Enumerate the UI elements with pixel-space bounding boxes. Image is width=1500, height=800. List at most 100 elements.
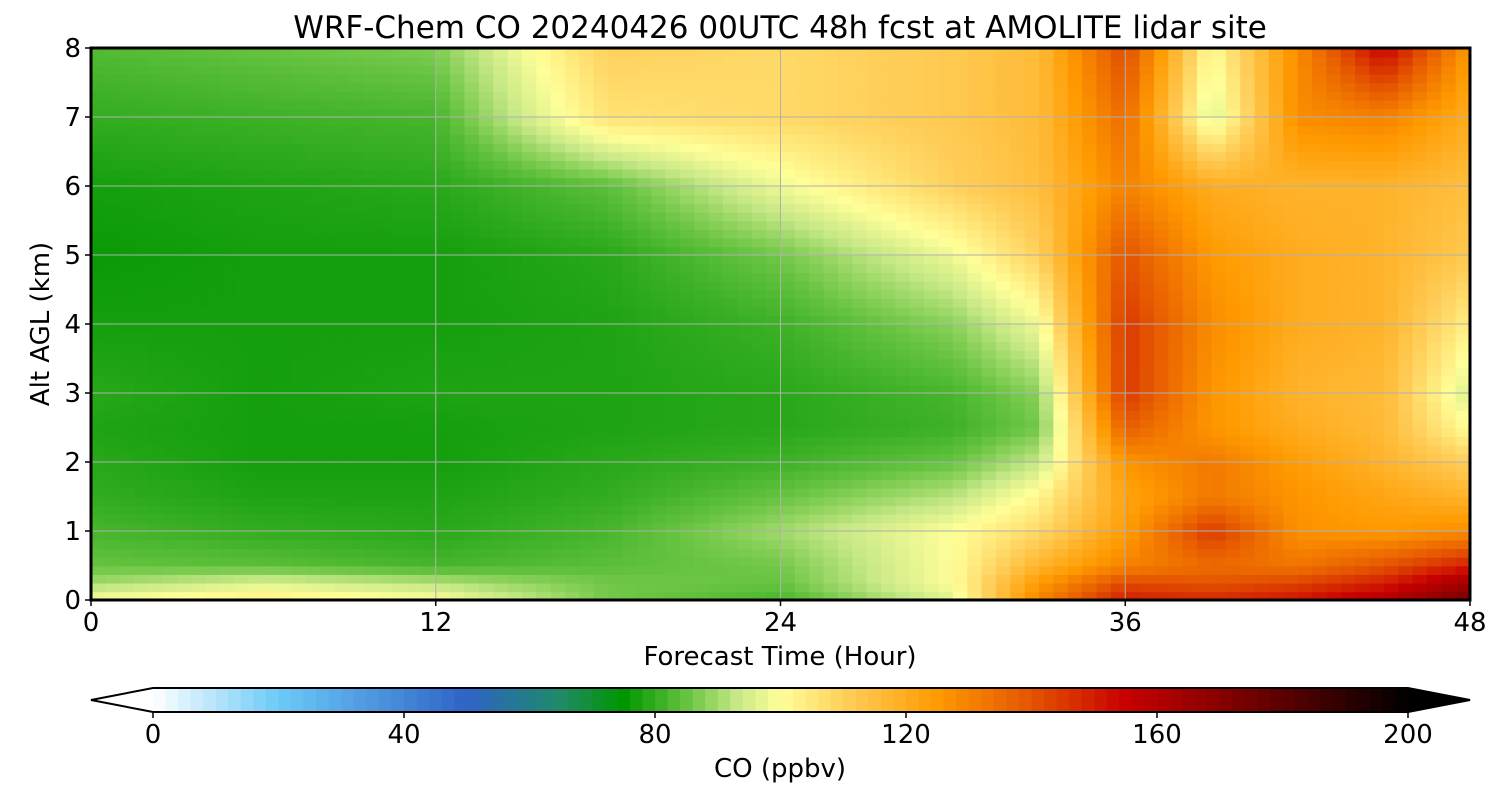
- heatmap-cell: [493, 522, 509, 532]
- heatmap-cell: [723, 211, 739, 222]
- heatmap-cell: [809, 531, 825, 541]
- heatmap-cell: [1053, 280, 1069, 291]
- heatmap-cell: [464, 522, 480, 532]
- heatmap-cell: [1254, 246, 1270, 256]
- heatmap-cell: [981, 280, 997, 291]
- heatmap-cell: [1369, 367, 1385, 377]
- heatmap-cell: [363, 505, 380, 515]
- heatmap-cell: [1254, 548, 1270, 558]
- heatmap-cell: [837, 436, 854, 446]
- heatmap-cell: [1369, 462, 1385, 472]
- heatmap-cell: [766, 565, 782, 575]
- heatmap-cell: [1398, 462, 1414, 472]
- heatmap-cell: [521, 393, 538, 403]
- heatmap-cell: [1283, 436, 1299, 446]
- heatmap-cell: [220, 462, 236, 472]
- heatmap-cell: [1110, 168, 1127, 179]
- heatmap-cell: [952, 151, 969, 161]
- heatmap-cell: [852, 393, 868, 403]
- heatmap-cell: [1254, 393, 1270, 403]
- heatmap-cell: [1297, 220, 1313, 230]
- heatmap-cell: [1369, 582, 1385, 593]
- heatmap-cell: [1455, 349, 1470, 360]
- heatmap-cell: [723, 194, 739, 205]
- heatmap-cell: [1254, 177, 1270, 187]
- heatmap-cell: [1168, 539, 1184, 550]
- heatmap-cell: [1024, 332, 1040, 343]
- heatmap-cell: [895, 505, 911, 515]
- heatmap-cell: [837, 522, 854, 532]
- heatmap-cell: [1211, 539, 1227, 550]
- heatmap-cell: [1283, 306, 1299, 317]
- heatmap-cell: [378, 574, 394, 584]
- heatmap-cell: [565, 401, 581, 412]
- heatmap-cell: [1096, 427, 1112, 437]
- heatmap-cell: [837, 298, 854, 308]
- heatmap-cell: [263, 453, 279, 463]
- heatmap-cell: [478, 332, 495, 343]
- heatmap-cell: [249, 505, 265, 515]
- heatmap-cell: [1197, 272, 1213, 282]
- heatmap-cell: [967, 470, 983, 481]
- heatmap-cell: [823, 324, 839, 334]
- heatmap-cell: [1039, 393, 1055, 403]
- heatmap-cell: [1024, 384, 1040, 394]
- heatmap-cell: [881, 220, 897, 230]
- heatmap-cell: [694, 255, 710, 265]
- heatmap-cell: [1426, 375, 1443, 386]
- heatmap-cell: [536, 246, 552, 256]
- heatmap-cell: [1211, 315, 1227, 325]
- heatmap-cell: [335, 436, 351, 446]
- heatmap-cell: [493, 418, 509, 429]
- heatmap-cell: [665, 496, 681, 506]
- heatmap-cell: [1211, 289, 1227, 299]
- heatmap-cell: [1383, 436, 1399, 446]
- heatmap-cell: [306, 168, 322, 179]
- heatmap-cell: [191, 384, 207, 394]
- heatmap-cell: [852, 479, 868, 489]
- heatmap-cell: [708, 496, 724, 506]
- heatmap-cell: [1297, 393, 1313, 403]
- heatmap-cell: [435, 194, 451, 205]
- heatmap-cell: [1369, 496, 1385, 506]
- heatmap-cell: [1110, 444, 1127, 455]
- heatmap-cell: [1125, 496, 1141, 506]
- heatmap-cell: [622, 255, 638, 265]
- heatmap-cell: [1082, 211, 1098, 222]
- heatmap-cell: [191, 203, 207, 213]
- heatmap-cell: [191, 487, 207, 498]
- heatmap-cell: [967, 367, 983, 377]
- heatmap-cell: [1182, 436, 1198, 446]
- heatmap-cell: [1326, 479, 1342, 489]
- heatmap-cell: [162, 349, 178, 360]
- heatmap-cell: [177, 375, 193, 386]
- heatmap-cell: [938, 255, 954, 265]
- heatmap-cell: [1125, 384, 1141, 394]
- heatmap-cell: [177, 168, 193, 179]
- heatmap-cell: [1067, 436, 1083, 446]
- heatmap-cell: [478, 582, 495, 593]
- heatmap-cell: [292, 427, 308, 437]
- heatmap-cell: [1455, 418, 1470, 429]
- heatmap-cell: [694, 453, 710, 463]
- heatmap-cell: [636, 393, 653, 403]
- heatmap-cell: [723, 496, 739, 506]
- heatmap-cell: [306, 177, 322, 187]
- heatmap-cell: [378, 539, 394, 550]
- heatmap-cell: [1426, 237, 1443, 248]
- heatmap-cell: [205, 505, 222, 515]
- heatmap-cell: [1082, 220, 1098, 230]
- heatmap-cell: [1383, 470, 1399, 481]
- heatmap-cell: [1225, 341, 1241, 351]
- heatmap-cell: [119, 263, 135, 274]
- heatmap-cell: [521, 556, 538, 567]
- heatmap-cell: [1096, 384, 1112, 394]
- heatmap-cell: [938, 384, 954, 394]
- heatmap-cell: [407, 479, 423, 489]
- heatmap-cell: [1412, 194, 1428, 205]
- heatmap-cell: [593, 505, 609, 515]
- heatmap-cell: [694, 177, 710, 187]
- heatmap-cell: [1412, 263, 1428, 274]
- heatmap-cell: [234, 522, 250, 532]
- heatmap-cell: [636, 453, 653, 463]
